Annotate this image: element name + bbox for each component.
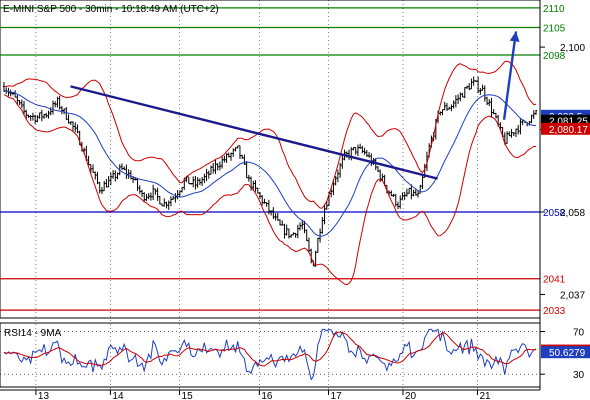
rsi-y-tick-label: 30 bbox=[573, 370, 585, 381]
rsi-value-box bbox=[541, 346, 590, 359]
level-label-2105: 2105 bbox=[543, 23, 566, 34]
level-label-2058: 2058 bbox=[543, 208, 566, 219]
level-label-2098: 2098 bbox=[543, 51, 566, 62]
x-tick-label: 21 bbox=[479, 391, 491, 400]
x-tick-label: 20 bbox=[405, 391, 417, 400]
x-tick-label: 17 bbox=[331, 391, 343, 400]
rsi-line bbox=[3, 328, 537, 381]
projection-arrow-head bbox=[509, 31, 520, 42]
resistance-trendline bbox=[70, 85, 438, 180]
level-label-2110: 2110 bbox=[543, 4, 565, 15]
x-tick-label: 14 bbox=[112, 391, 124, 400]
rsi-ma-line bbox=[3, 331, 536, 367]
rsi-value-label: 50.6279 bbox=[549, 348, 586, 359]
moving-average-line bbox=[3, 90, 537, 237]
y-tick-label: 2,058 bbox=[560, 208, 585, 219]
bollinger-upper-band bbox=[3, 60, 537, 209]
candles-group bbox=[2, 76, 538, 267]
rsi-y-tick-label: 70 bbox=[573, 328, 585, 339]
level-label-2041: 2041 bbox=[543, 275, 566, 286]
x-tick-label: 16 bbox=[261, 391, 273, 400]
main-price-panel bbox=[0, 0, 541, 319]
rsi-title: RSI14 - 9MA bbox=[4, 328, 62, 339]
y-tick-label: 2,100 bbox=[560, 43, 585, 54]
price-box-label: 2,080.17 bbox=[549, 125, 588, 136]
x-tick-label: 13 bbox=[38, 391, 50, 400]
chart-title: E-MINI S&P 500 - 30min - 10:18:49 AM (UT… bbox=[3, 4, 219, 15]
x-tick-label: 15 bbox=[182, 391, 194, 400]
y-tick-label: 2,037 bbox=[560, 290, 585, 301]
level-label-2033: 2033 bbox=[543, 306, 566, 317]
price-box-label: 2,081.25 bbox=[549, 117, 588, 128]
projection-arrow-line bbox=[502, 31, 518, 120]
price-box bbox=[541, 122, 590, 135]
bollinger-lower-band bbox=[3, 94, 537, 286]
